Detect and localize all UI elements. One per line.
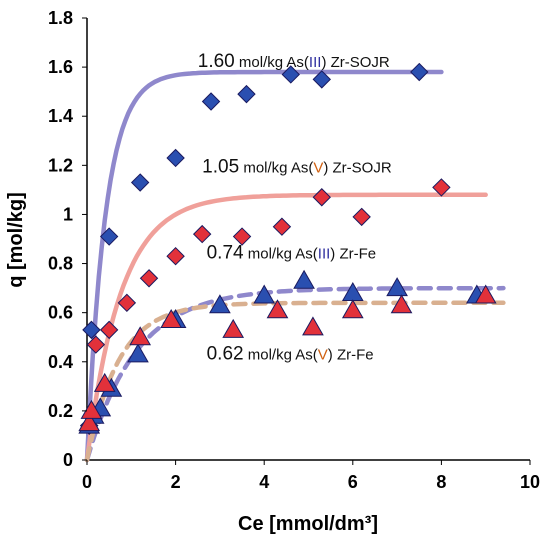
data-point-series-2	[86, 335, 106, 354]
data-point-series-1	[410, 62, 429, 82]
x-tick-label: 10	[520, 472, 540, 492]
plot-area	[86, 18, 530, 461]
y-tick-label: 1.8	[48, 8, 73, 28]
data-point-series-2	[432, 178, 451, 197]
series-annotation-3: 0.74 mol/kg As(III) Zr-Fe	[207, 243, 377, 264]
data-point-series-3	[293, 269, 315, 289]
x-tick-label: 6	[348, 472, 358, 492]
y-tick-label: 1	[63, 204, 73, 224]
data-point-series-2	[272, 217, 292, 236]
data-point-series-4	[93, 372, 116, 392]
y-tick-label: 0.8	[48, 254, 73, 274]
data-point-series-1	[281, 65, 300, 84]
series-annotation-1: 1.60 mol/kg As(III) Zr-SOJR	[198, 51, 390, 72]
data-point-series-4	[78, 412, 101, 432]
data-points	[78, 62, 497, 435]
y-tick-label: 1.2	[48, 155, 73, 175]
data-point-series-1	[99, 227, 119, 246]
data-point-series-1	[82, 320, 101, 340]
data-point-series-3	[386, 277, 408, 297]
series-annotation-4: 0.62 mol/kg As(V) Zr-Fe	[207, 343, 374, 364]
data-point-series-4	[80, 399, 103, 419]
data-point-series-4	[341, 299, 364, 319]
tick-labels: 0 2 4 6 8 10 0 0.2 0.4 0.6 0.8 1 1.2 1.4 1.6 1.8	[48, 8, 540, 492]
y-tick-label: 0.2	[48, 401, 73, 421]
y-tick-label: 0.4	[48, 352, 73, 372]
data-point-series-4	[160, 309, 183, 329]
y-tick-label: 1.6	[48, 57, 73, 77]
data-point-series-1	[312, 70, 331, 89]
data-point-series-1	[237, 84, 256, 104]
x-tick-label: 4	[259, 472, 269, 492]
x-axis-title: Ce [mmol/dm³]	[238, 513, 378, 535]
data-point-series-1	[130, 173, 150, 192]
data-point-series-3	[127, 343, 149, 363]
data-point-series-3	[341, 282, 364, 302]
y-tick-label: 0.6	[48, 303, 73, 323]
fit-curve-4	[84, 300, 506, 463]
data-point-series-4	[129, 326, 152, 346]
x-tick-label: 2	[171, 472, 181, 492]
fit-curves	[84, 69, 506, 463]
fit-curve-3	[84, 285, 506, 463]
data-point-series-4	[266, 299, 289, 319]
data-point-series-2	[117, 293, 137, 313]
y-tick-label: 1.4	[48, 106, 73, 126]
data-point-series-3	[209, 294, 231, 314]
data-point-series-4	[474, 284, 497, 304]
data-point-series-2	[232, 227, 252, 246]
data-point-series-1	[201, 92, 221, 111]
x-tick-label: 8	[436, 472, 446, 492]
fit-curve-1	[84, 69, 444, 463]
data-point-series-4	[302, 316, 324, 336]
data-point-series-2	[192, 224, 212, 244]
series-annotation-2: 1.05 mol/kg As(V) Zr-SOJR	[202, 157, 392, 178]
data-point-series-3	[253, 284, 276, 304]
fit-curve-2	[84, 192, 488, 463]
data-point-series-1	[166, 148, 185, 168]
data-point-series-4	[222, 318, 245, 338]
data-point-series-2	[312, 188, 331, 207]
data-point-series-2	[352, 207, 371, 227]
data-point-series-2	[99, 320, 119, 340]
data-point-series-4	[390, 294, 413, 314]
x-tick-label: 0	[82, 472, 92, 492]
annotations: 1.60 mol/kg As(III) Zr-SOJR 1.05 mol/kg A…	[198, 51, 392, 364]
data-point-series-2	[166, 246, 185, 266]
y-axis-title: q [mol/kg]	[5, 192, 27, 288]
y-tick-label: 0	[63, 450, 73, 470]
data-point-series-2	[139, 269, 159, 288]
